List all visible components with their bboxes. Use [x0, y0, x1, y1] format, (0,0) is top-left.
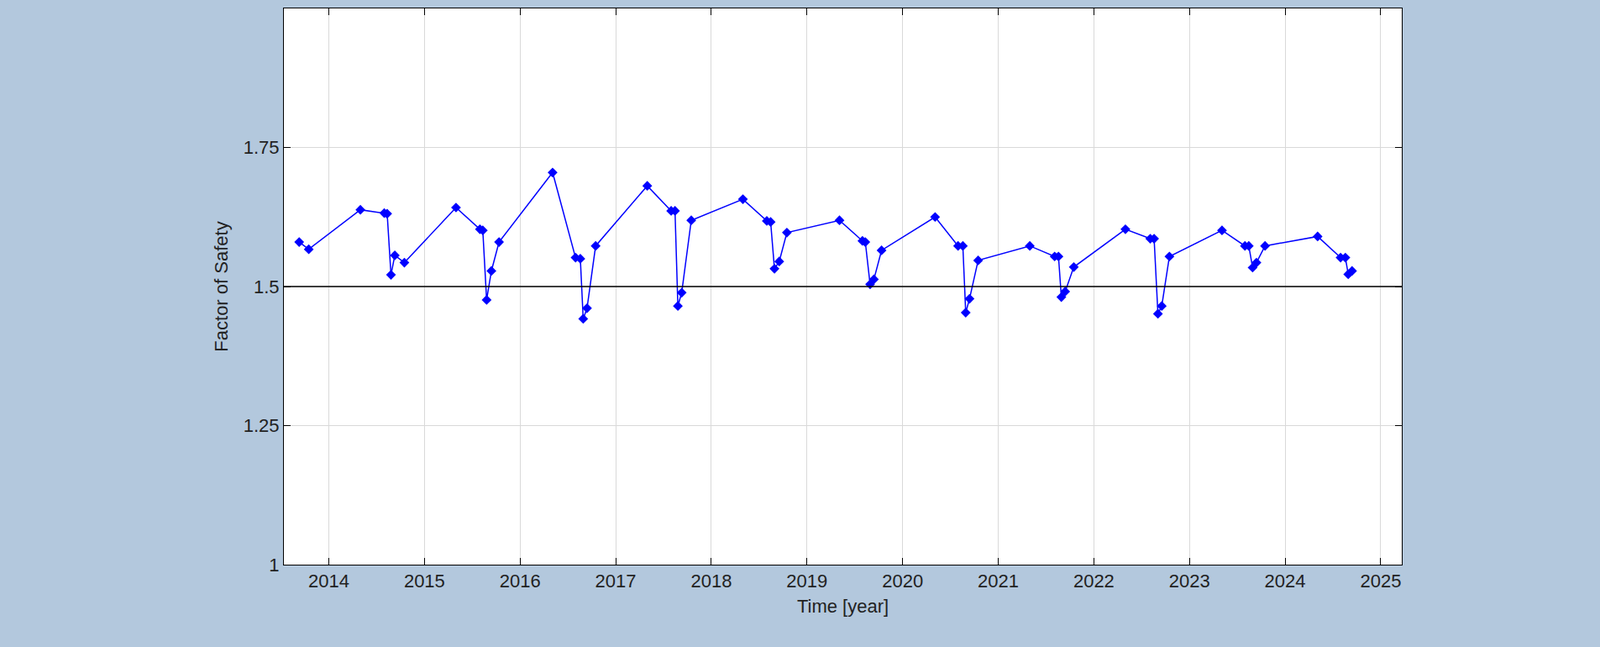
svg-text:Time [year]: Time [year]	[797, 595, 889, 617]
svg-text:2021: 2021	[977, 570, 1019, 592]
svg-text:2015: 2015	[403, 570, 446, 592]
svg-text:2024: 2024	[1264, 570, 1307, 592]
svg-text:2018: 2018	[690, 570, 732, 592]
svg-text:1.5: 1.5	[253, 276, 280, 298]
svg-text:1.25: 1.25	[243, 414, 280, 436]
svg-text:2017: 2017	[595, 570, 637, 592]
svg-text:2020: 2020	[881, 570, 924, 592]
svg-text:1: 1	[268, 554, 279, 576]
svg-text:2014: 2014	[308, 570, 350, 592]
svg-text:Factor of Safety: Factor of Safety	[210, 220, 232, 352]
svg-text:2016: 2016	[499, 570, 541, 592]
svg-text:2025: 2025	[1359, 570, 1401, 592]
svg-text:1.75: 1.75	[243, 136, 280, 158]
svg-text:2019: 2019	[786, 570, 828, 592]
svg-text:2022: 2022	[1073, 570, 1115, 592]
svg-text:2023: 2023	[1169, 570, 1211, 592]
